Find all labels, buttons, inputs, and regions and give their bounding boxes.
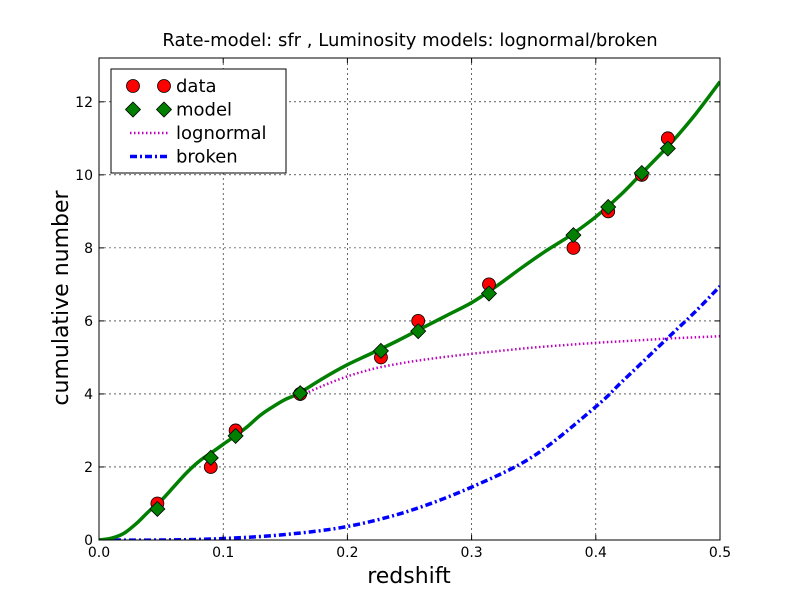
y-tick-label: 0 <box>84 533 93 549</box>
data-point <box>566 240 581 255</box>
legend-marker <box>126 79 140 93</box>
lognormal-line <box>297 334 720 399</box>
x-tick-label: 0.0 <box>88 545 110 561</box>
y-axis-label: cumulative number <box>49 189 74 405</box>
legend-label: data <box>176 76 217 97</box>
legend-item: model <box>124 100 232 121</box>
broken-line <box>99 284 720 540</box>
model-point <box>410 323 427 340</box>
grid <box>99 58 720 540</box>
legend-label: broken <box>176 147 238 168</box>
y-tick-label: 6 <box>84 314 93 330</box>
y-tick-label: 12 <box>75 95 93 111</box>
x-tick-label: 0.1 <box>212 545 234 561</box>
x-tick-label: 0.4 <box>585 545 607 561</box>
x-tick-label: 0.5 <box>709 545 731 561</box>
x-tick-label: 0.2 <box>336 545 358 561</box>
chart-title: Rate-model: sfr , Luminosity models: log… <box>162 30 657 51</box>
legend-item: data <box>126 76 217 97</box>
model-point <box>227 427 244 444</box>
x-tick-label: 0.3 <box>460 545 482 561</box>
legend-marker <box>124 101 142 118</box>
legend-label: lognormal <box>176 123 267 144</box>
y-tick-label: 4 <box>84 387 93 403</box>
model-point <box>600 198 617 216</box>
model-point <box>633 164 650 182</box>
axis-ticks: 0.0 0.1 0.2 0.3 0.4 0.5 0 2 4 6 8 10 12 <box>75 58 731 561</box>
model-point <box>659 140 676 157</box>
plot-area <box>99 80 720 540</box>
model-point <box>292 385 309 402</box>
legend-marker <box>155 101 173 118</box>
model-point <box>202 449 219 466</box>
plot-frame <box>98 57 721 541</box>
y-tick-label: 2 <box>84 460 93 476</box>
model-point <box>149 500 166 518</box>
legend-item: lognormal <box>130 123 267 144</box>
model-fit-line <box>99 80 720 540</box>
y-tick-label: 10 <box>75 168 93 184</box>
model-point <box>480 285 498 302</box>
legend-item: broken <box>130 147 238 168</box>
model-point <box>565 227 582 244</box>
y-tick-label: 8 <box>84 241 93 257</box>
x-axis-label: redshift <box>367 564 451 589</box>
legend-marker <box>157 79 171 93</box>
model-point <box>372 342 389 359</box>
legend-label: model <box>176 100 232 121</box>
